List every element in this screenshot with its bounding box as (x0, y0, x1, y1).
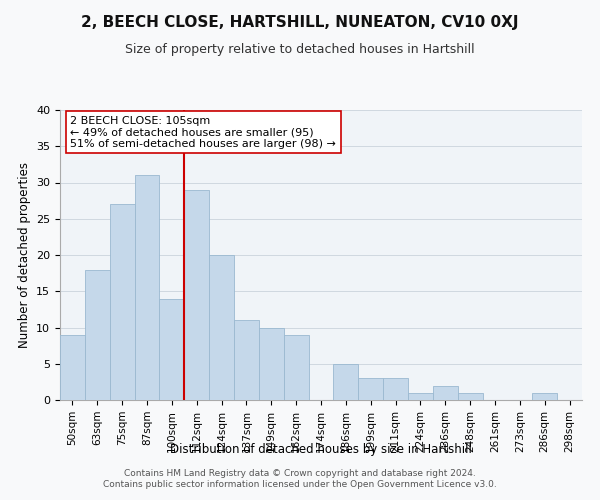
Bar (334, 364, 358, 400)
Bar (458, 393, 482, 400)
Bar (85, 270, 110, 400)
Bar (532, 393, 557, 400)
Bar (358, 378, 383, 400)
Bar (433, 386, 458, 400)
Text: Size of property relative to detached houses in Hartshill: Size of property relative to detached ho… (125, 42, 475, 56)
Bar (134, 176, 160, 400)
Bar (408, 393, 433, 400)
Bar (60, 335, 85, 400)
Text: Contains HM Land Registry data © Crown copyright and database right 2024.: Contains HM Land Registry data © Crown c… (124, 468, 476, 477)
Bar (184, 190, 209, 400)
Bar (209, 255, 234, 400)
Text: Contains public sector information licensed under the Open Government Licence v3: Contains public sector information licen… (103, 480, 497, 489)
Bar (110, 204, 134, 400)
Text: Distribution of detached houses by size in Hartshill: Distribution of detached houses by size … (170, 442, 472, 456)
Y-axis label: Number of detached properties: Number of detached properties (17, 162, 31, 348)
Bar (160, 298, 184, 400)
Text: 2 BEECH CLOSE: 105sqm
← 49% of detached houses are smaller (95)
51% of semi-deta: 2 BEECH CLOSE: 105sqm ← 49% of detached … (70, 116, 337, 149)
Bar (259, 328, 284, 400)
Bar (284, 335, 308, 400)
Bar (383, 378, 408, 400)
Bar (234, 320, 259, 400)
Text: 2, BEECH CLOSE, HARTSHILL, NUNEATON, CV10 0XJ: 2, BEECH CLOSE, HARTSHILL, NUNEATON, CV1… (81, 15, 519, 30)
